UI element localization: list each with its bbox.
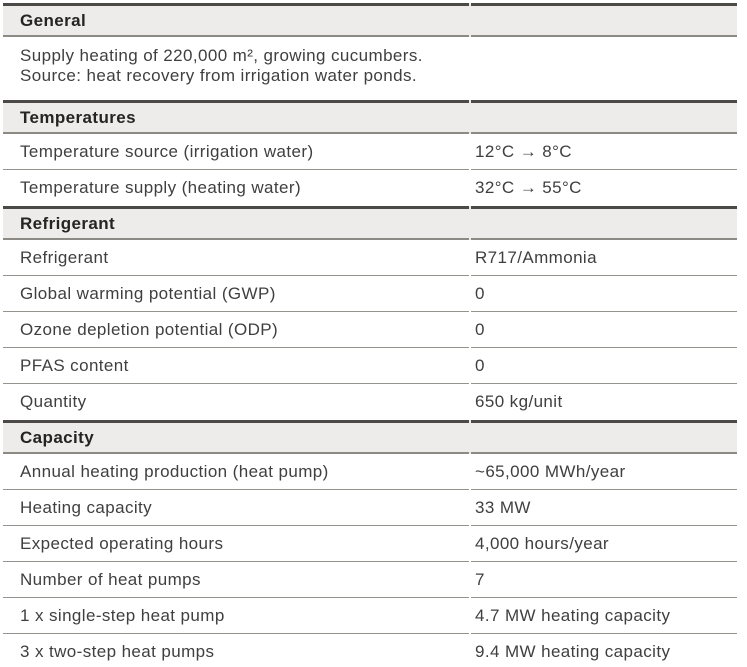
row-label: Quantity xyxy=(20,392,87,411)
row-label: Ozone depletion potential (ODP) xyxy=(3,312,469,348)
row-value: R717/Ammonia xyxy=(471,240,737,276)
table-row: 3 x two-step heat pumps 9.4 MW heating c… xyxy=(3,634,737,667)
row-label: Number of heat pumps xyxy=(3,562,469,598)
table-row: Quantity 650 kg/unit xyxy=(3,384,737,420)
table-row: Ozone depletion potential (ODP) 0 xyxy=(3,312,737,348)
section-title: General xyxy=(3,3,469,37)
table-row: 1 x single-step heat pump 4.7 MW heating… xyxy=(3,598,737,634)
row-label: Refrigerant xyxy=(3,240,469,276)
refrigerant-rows: Refrigerant R717/Ammonia Global warming … xyxy=(3,240,737,420)
row-value: ~65,000 MWh/year xyxy=(471,454,737,490)
table-row: PFAS content 0 xyxy=(3,348,737,384)
row-value: 4,000 hours/year xyxy=(471,526,737,562)
section-header-general: General xyxy=(3,3,737,37)
section-header-value-cell xyxy=(471,206,737,240)
section-title: Temperatures xyxy=(3,100,469,134)
row-label: Temperature source (irrigation water) xyxy=(3,134,469,170)
table-row: Global warming potential (GWP) 0 xyxy=(3,276,737,312)
description-line: Supply heating of 220,000 m², growing cu… xyxy=(20,46,423,65)
row-value: 32°C → 55°C xyxy=(475,178,582,197)
section-header-refrigerant: Refrigerant xyxy=(3,206,737,240)
table-row: Annual heating production (heat pump) ~6… xyxy=(3,454,737,490)
capacity-rows: Annual heating production (heat pump) ~6… xyxy=(3,454,737,667)
table-row: Refrigerant R717/Ammonia xyxy=(3,240,737,276)
row-label: Heating capacity xyxy=(3,490,469,526)
row-label: Expected operating hours xyxy=(3,526,469,562)
section-header-capacity: Capacity xyxy=(3,420,737,454)
table-row: Number of heat pumps 7 xyxy=(3,562,737,598)
general-description: Supply heating of 220,000 m², growing cu… xyxy=(3,37,737,100)
column-gap xyxy=(469,206,471,240)
row-label: Temperature supply (heating water) xyxy=(20,178,302,197)
section-header-value-cell xyxy=(471,100,737,134)
row-value: 9.4 MW heating capacity xyxy=(475,642,671,661)
column-gap xyxy=(469,420,471,454)
column-gap xyxy=(469,100,471,134)
table-row: Expected operating hours 4,000 hours/yea… xyxy=(3,526,737,562)
table-row: Heating capacity 33 MW xyxy=(3,490,737,526)
section-header-temperatures: Temperatures xyxy=(3,100,737,134)
row-value: 4.7 MW heating capacity xyxy=(471,598,737,634)
row-value: 33 MW xyxy=(471,490,737,526)
row-label: Global warming potential (GWP) xyxy=(3,276,469,312)
row-label: PFAS content xyxy=(3,348,469,384)
row-value: 0 xyxy=(471,312,737,348)
row-label: 3 x two-step heat pumps xyxy=(20,642,215,661)
column-gap xyxy=(469,3,471,37)
section-header-value-cell xyxy=(471,420,737,454)
row-value: 0 xyxy=(471,276,737,312)
section-title: Refrigerant xyxy=(3,206,469,240)
spec-table: General Supply heating of 220,000 m², gr… xyxy=(3,3,737,667)
description-line: Source: heat recovery from irrigation wa… xyxy=(20,66,418,85)
temperatures-rows: Temperature source (irrigation water) 12… xyxy=(3,134,737,206)
section-header-value-cell xyxy=(471,3,737,37)
row-label: 1 x single-step heat pump xyxy=(3,598,469,634)
table-row: Temperature source (irrigation water) 12… xyxy=(3,134,737,170)
section-title: Capacity xyxy=(3,420,469,454)
row-value: 7 xyxy=(471,562,737,598)
row-label: Annual heating production (heat pump) xyxy=(3,454,469,490)
row-value: 650 kg/unit xyxy=(475,392,563,411)
row-value: 0 xyxy=(471,348,737,384)
table-row: Temperature supply (heating water) 32°C … xyxy=(3,170,737,206)
row-value: 12°C → 8°C xyxy=(471,134,737,170)
